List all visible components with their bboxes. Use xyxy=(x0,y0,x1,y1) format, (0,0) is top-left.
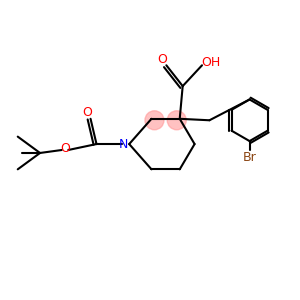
Circle shape xyxy=(145,111,164,130)
Text: O: O xyxy=(157,53,167,66)
Text: O: O xyxy=(60,142,70,155)
Text: Br: Br xyxy=(243,151,256,164)
Text: N: N xyxy=(119,138,128,151)
Circle shape xyxy=(167,111,186,130)
Text: OH: OH xyxy=(201,56,220,69)
Text: O: O xyxy=(82,106,92,119)
